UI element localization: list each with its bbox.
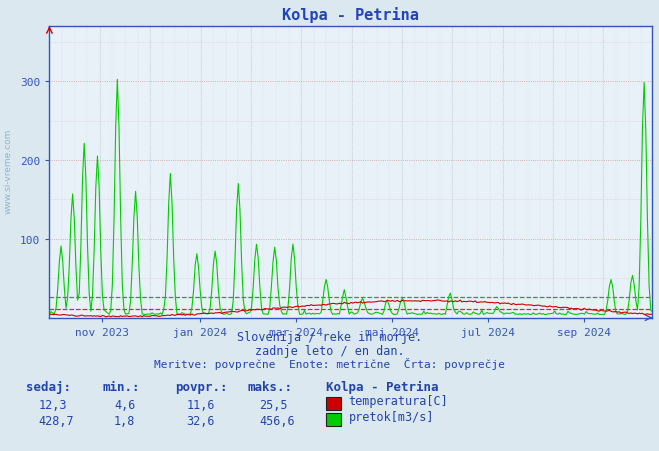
- Text: 25,5: 25,5: [259, 398, 287, 411]
- Text: Kolpa - Petrina: Kolpa - Petrina: [326, 380, 439, 393]
- Text: Slovenija / reke in morje.: Slovenija / reke in morje.: [237, 331, 422, 344]
- Text: 456,6: 456,6: [259, 414, 295, 427]
- Text: maks.:: maks.:: [247, 380, 292, 393]
- Text: www.si-vreme.com: www.si-vreme.com: [3, 129, 13, 214]
- Text: 4,6: 4,6: [114, 398, 135, 411]
- Text: 1,8: 1,8: [114, 414, 135, 427]
- Text: min.:: min.:: [102, 380, 140, 393]
- Text: temperatura[C]: temperatura[C]: [349, 395, 448, 408]
- Text: zadnje leto / en dan.: zadnje leto / en dan.: [254, 344, 405, 357]
- Text: 11,6: 11,6: [186, 398, 215, 411]
- Title: Kolpa - Petrina: Kolpa - Petrina: [283, 7, 419, 23]
- Text: pretok[m3/s]: pretok[m3/s]: [349, 410, 434, 423]
- Text: Meritve: povprečne  Enote: metrične  Črta: povprečje: Meritve: povprečne Enote: metrične Črta:…: [154, 358, 505, 369]
- Text: 12,3: 12,3: [38, 398, 67, 411]
- Text: 32,6: 32,6: [186, 414, 215, 427]
- Text: sedaj:: sedaj:: [26, 380, 71, 393]
- Text: povpr.:: povpr.:: [175, 380, 227, 393]
- Text: 428,7: 428,7: [38, 414, 74, 427]
